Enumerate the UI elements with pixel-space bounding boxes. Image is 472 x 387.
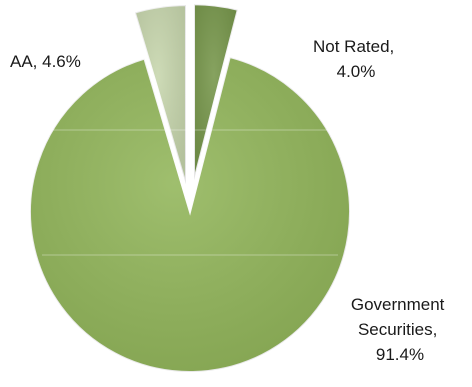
pie-labels: Government Securities, 91.4% AA, 4.6% No… [10,37,449,364]
slice-shading [30,57,350,372]
label-not-rated: Not Rated, 4.0% [313,37,399,81]
slice-shading [134,5,186,185]
label-aa: AA, 4.6% [10,52,81,71]
pie-slices [29,3,351,373]
label-government-securities: Government Securities, 91.4% [351,295,449,364]
slice-shading [194,4,238,181]
